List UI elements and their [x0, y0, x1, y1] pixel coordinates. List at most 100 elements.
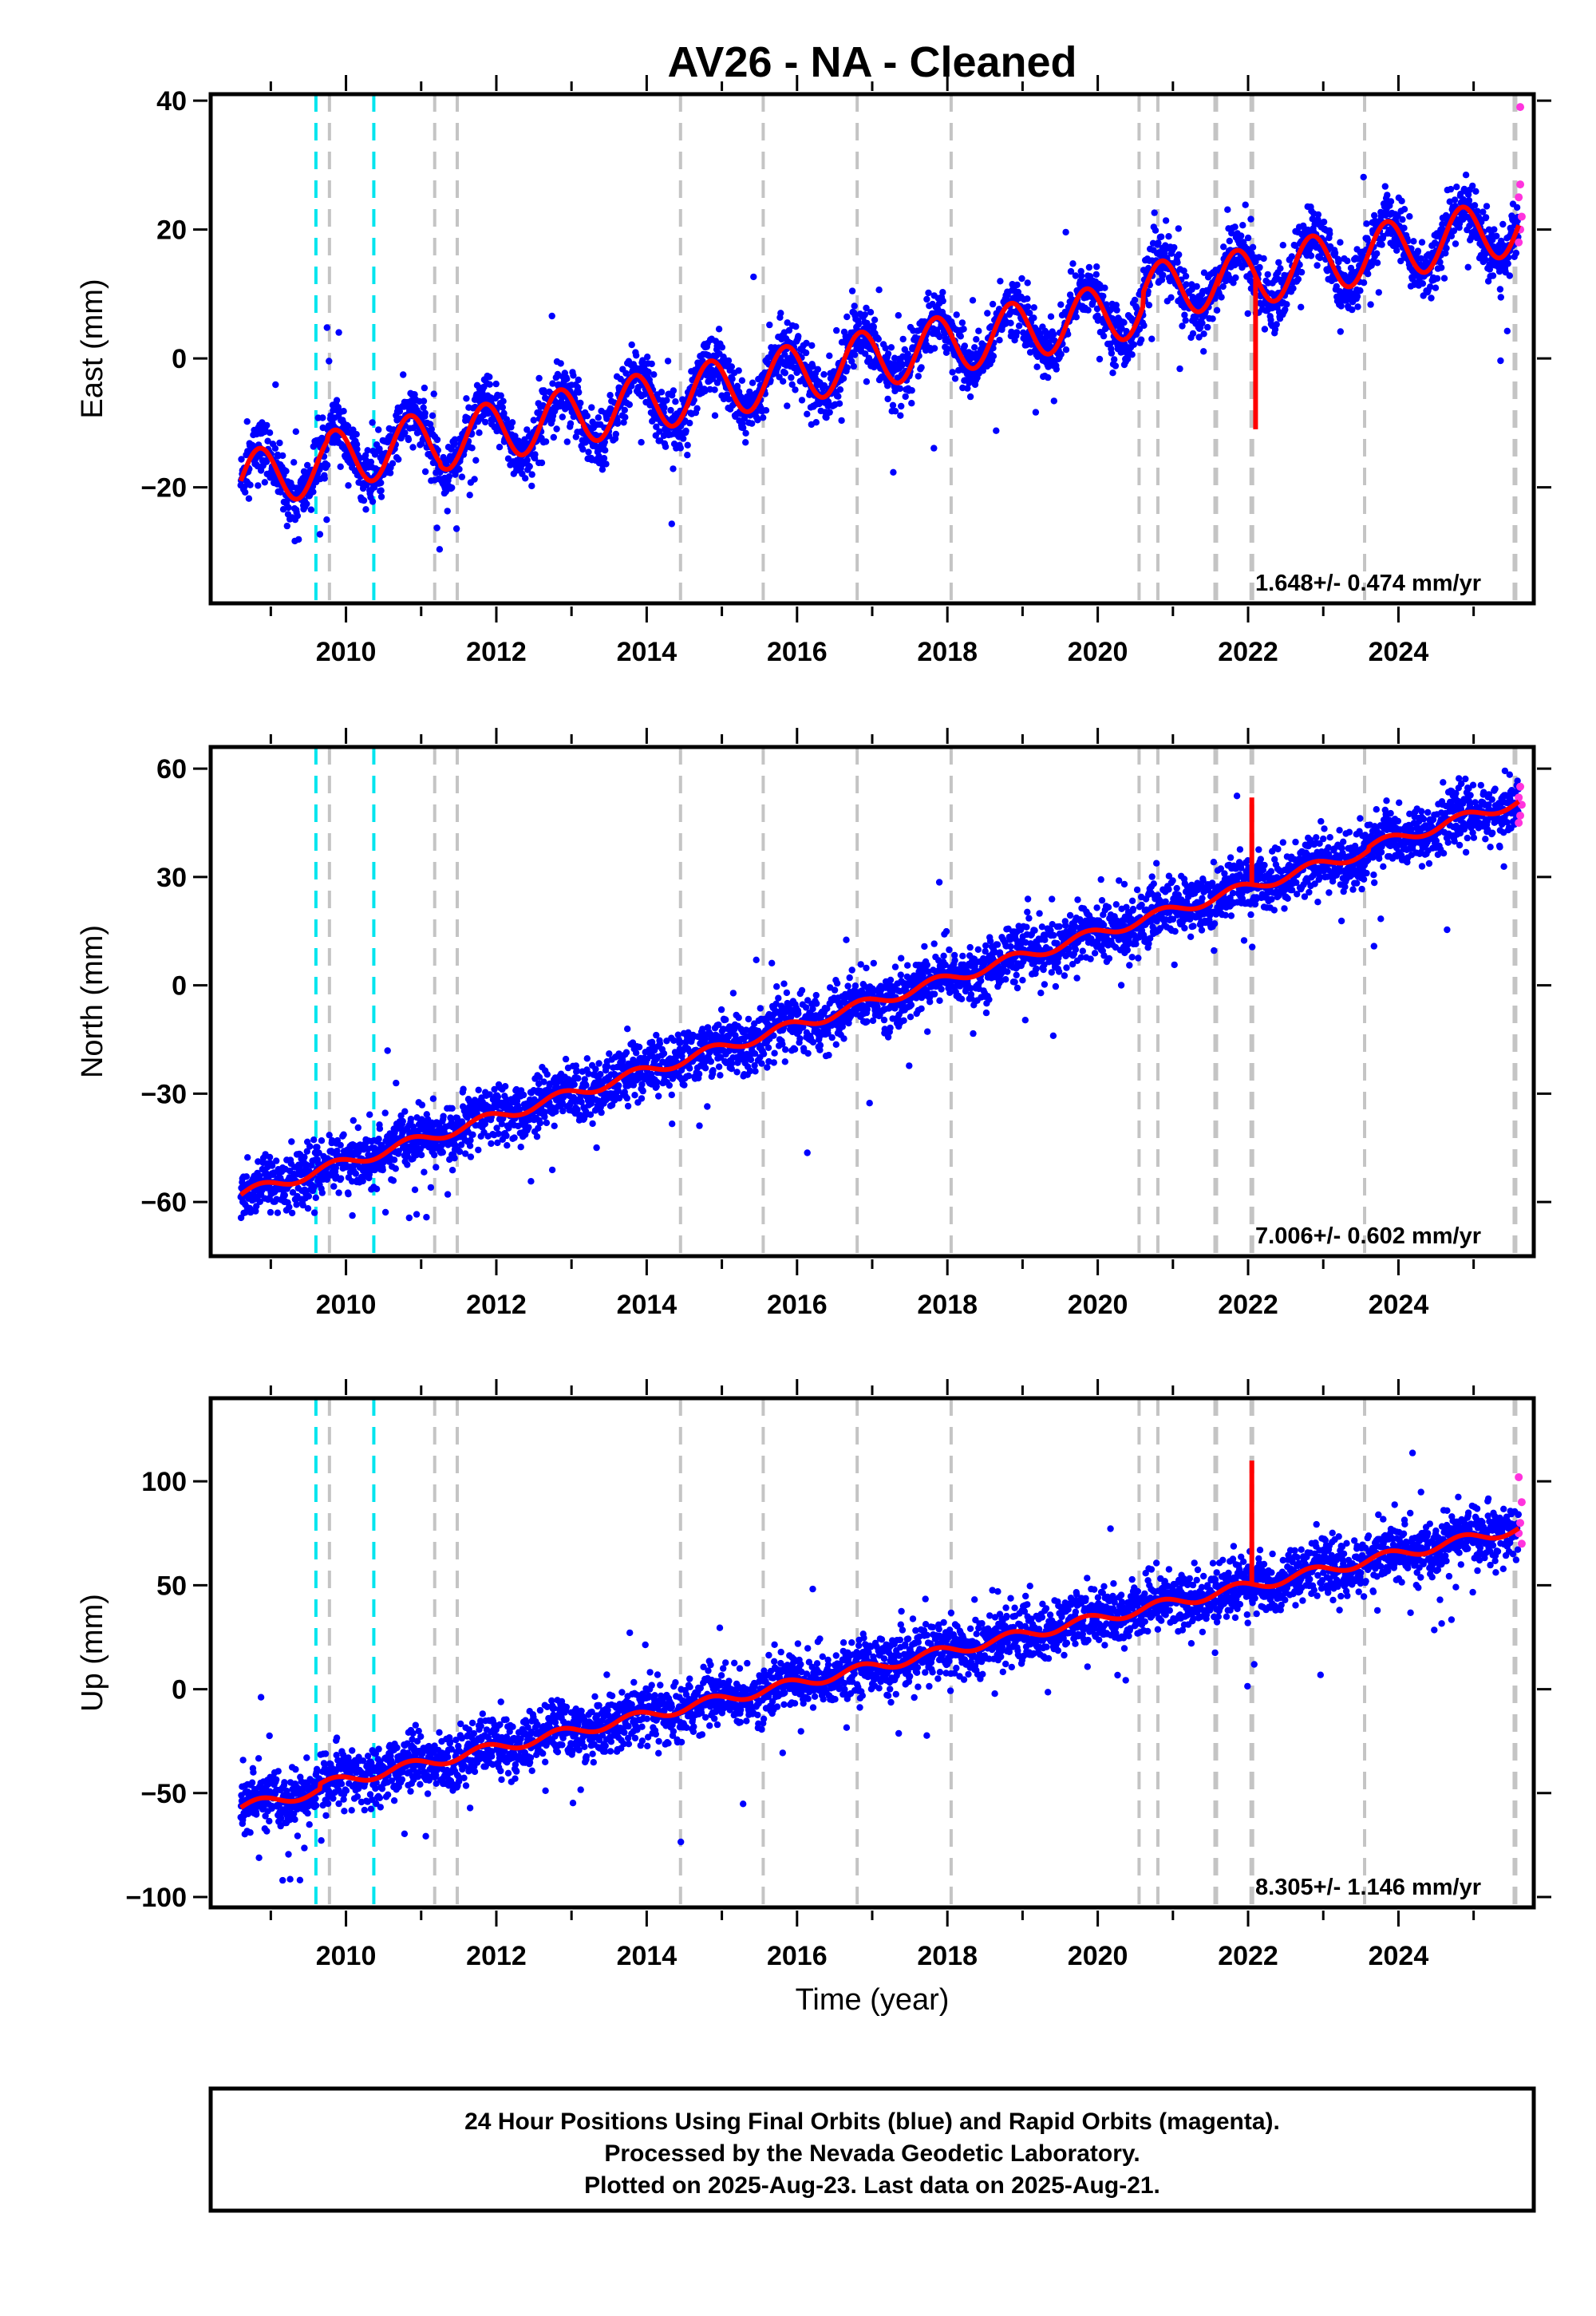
final-orbit-point: [997, 278, 1004, 285]
final-orbit-point: [276, 439, 283, 447]
final-orbit-point: [393, 1079, 400, 1087]
final-orbit-point: [1277, 265, 1284, 272]
final-orbit-point: [268, 1162, 276, 1169]
final-orbit-point: [517, 1144, 524, 1151]
final-orbit-point: [1417, 255, 1424, 263]
final-orbit-point: [792, 323, 800, 330]
final-orbit-point: [471, 476, 478, 483]
final-orbit-point: [1057, 301, 1065, 308]
final-orbit-point: [493, 427, 500, 435]
final-orbit-point: [444, 1191, 452, 1198]
final-orbit-point: [407, 1116, 415, 1123]
final-orbit-point: [399, 1117, 406, 1125]
final-orbit-point: [1314, 211, 1322, 219]
final-orbit-point: [626, 401, 633, 409]
final-orbit-point: [1084, 306, 1092, 314]
final-orbit-point: [836, 400, 843, 407]
final-orbit-point: [548, 312, 555, 320]
final-orbit-point: [653, 423, 660, 430]
final-orbit-point: [803, 339, 810, 347]
final-orbit-point: [784, 319, 791, 326]
final-orbit-point: [1085, 263, 1093, 271]
final-orbit-point: [288, 1138, 295, 1145]
final-orbit-point: [1209, 315, 1216, 322]
final-orbit-point: [861, 311, 869, 318]
final-orbit-point: [1182, 272, 1190, 280]
final-orbit-point: [684, 441, 691, 449]
final-orbit-point: [503, 1132, 510, 1140]
final-orbit-point: [680, 435, 687, 442]
final-orbit-point: [682, 427, 689, 435]
final-orbit-point: [930, 345, 938, 352]
final-orbit-point: [1438, 264, 1445, 271]
final-orbit-point: [1320, 218, 1328, 226]
final-orbit-point: [281, 1192, 288, 1199]
final-orbit-point: [266, 1153, 274, 1161]
final-orbit-point: [475, 1146, 482, 1154]
final-orbit-point: [1148, 335, 1156, 342]
final-orbit-point: [583, 1081, 590, 1089]
final-orbit-point: [286, 1203, 293, 1211]
final-orbit-point: [1447, 185, 1455, 193]
final-orbit-point: [908, 387, 915, 394]
final-orbit-point: [1452, 240, 1460, 247]
final-orbit-point: [420, 404, 427, 411]
final-orbit-point: [559, 1093, 567, 1101]
final-orbit-point: [875, 335, 883, 343]
final-orbit-point: [290, 459, 298, 466]
final-orbit-point: [729, 375, 736, 382]
final-orbit-point: [918, 364, 925, 371]
final-orbit-point: [882, 345, 889, 352]
final-orbit-point: [1381, 183, 1389, 190]
final-orbit-point: [1112, 302, 1120, 309]
final-orbit-point: [299, 1201, 306, 1209]
final-orbit-point: [1394, 212, 1401, 219]
y-tick-label: 0: [172, 344, 187, 374]
final-orbit-point: [851, 302, 858, 310]
final-orbit-point: [1506, 272, 1514, 279]
final-orbit-point: [1131, 296, 1139, 304]
final-orbit-point: [1344, 257, 1351, 265]
final-orbit-point: [417, 1152, 425, 1159]
final-orbit-point: [1428, 294, 1435, 302]
final-orbit-point: [1482, 214, 1490, 221]
final-orbit-point: [364, 447, 371, 454]
final-orbit-point: [303, 1148, 310, 1155]
final-orbit-point: [1326, 230, 1333, 238]
final-orbit-point: [953, 311, 960, 318]
final-orbit-point: [486, 381, 493, 388]
final-orbit-point: [536, 1120, 544, 1127]
final-orbit-point: [1174, 259, 1181, 266]
final-orbit-point: [1030, 304, 1038, 311]
final-orbit-point: [867, 309, 875, 316]
final-orbit-point: [915, 373, 922, 380]
final-orbit-point: [353, 441, 361, 448]
final-orbit-point: [1275, 259, 1282, 267]
final-orbit-point: [401, 1108, 409, 1115]
final-orbit-point: [243, 1173, 251, 1180]
final-orbit-point: [504, 1142, 511, 1149]
final-orbit-point: [404, 1161, 411, 1168]
final-orbit-point: [448, 484, 456, 492]
final-orbit-point: [979, 367, 987, 374]
final-orbit-point: [1133, 304, 1140, 312]
final-orbit-point: [1213, 306, 1221, 314]
final-orbit-point: [515, 1122, 522, 1130]
final-orbit-point: [1450, 227, 1458, 235]
final-orbit-point: [285, 504, 292, 512]
final-orbit-point: [1432, 284, 1440, 291]
final-orbit-point: [672, 398, 679, 405]
final-orbit-point: [1427, 283, 1434, 290]
final-orbit-point: [261, 479, 268, 486]
final-orbit-point: [1224, 206, 1231, 213]
final-orbit-point: [488, 1140, 495, 1148]
final-orbit-point: [390, 1156, 398, 1164]
final-orbit-point: [354, 1124, 361, 1132]
final-orbit-point: [969, 297, 977, 304]
final-orbit-point: [862, 350, 869, 358]
final-orbit-point: [1440, 275, 1448, 282]
final-orbit-point: [1096, 355, 1104, 363]
final-orbit-point: [494, 1093, 502, 1101]
final-orbit-point: [1130, 341, 1138, 348]
rapid-orbit-point: [1517, 212, 1526, 221]
